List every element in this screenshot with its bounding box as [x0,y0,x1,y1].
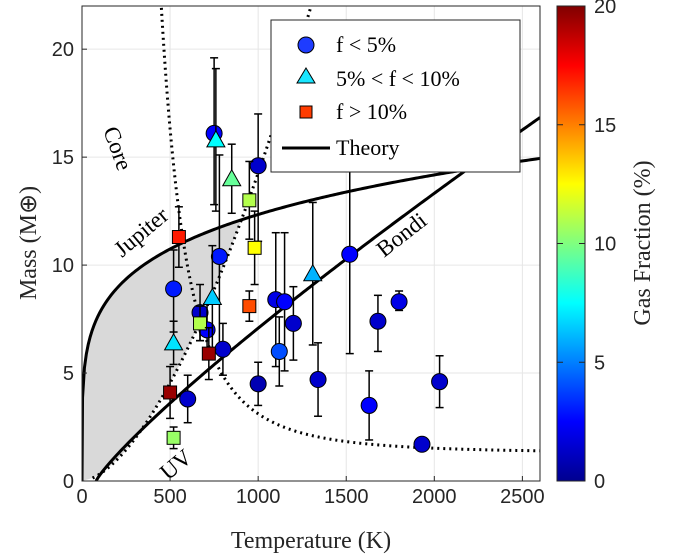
triangle-marker [163,332,184,351]
triangle-marker [202,287,223,305]
x-tick-label: 0 [76,486,87,508]
data-point-circle [413,435,431,453]
legend-label-f-5-10: 5% < f < 10% [336,66,460,91]
circle-marker [369,312,387,330]
axis-ticks: 0 500 1000 1500 2000 2500 0 5 10 15 20 [52,39,545,508]
data-point-circle [341,152,359,355]
data-point-square [193,305,208,342]
x-tick-label: 2000 [412,486,457,508]
circle-marker [249,375,267,393]
x-axis-label: Temperature (K) [231,528,391,554]
triangle-marker [206,129,226,148]
data-point-square [242,160,257,240]
data-point-square [247,210,262,286]
legend-triangle-marker [296,67,316,84]
data-points [163,57,449,453]
data-point-circle [249,361,267,407]
core-curve [159,6,540,453]
y-tick-label: 5 [63,363,74,385]
square-marker [163,385,178,400]
data-point-square [166,426,181,450]
circle-marker [214,340,232,358]
x-tick-label: 1000 [236,486,281,508]
legend-square-marker [299,105,313,119]
circle-marker [390,293,408,311]
x-tick-label: 2500 [500,486,545,508]
y-tick-label: 20 [52,39,74,61]
data-point-circle [249,113,267,243]
plot-frame [81,5,541,482]
triangle-marker [221,168,242,187]
circle-marker [270,342,288,360]
circle-marker [431,373,449,391]
y-axis-label: Mass (M⊕) [16,186,42,300]
data-point-circle [214,322,232,376]
legend-label-theory: Theory [336,135,400,160]
data-point-circle [390,290,408,312]
square-marker [247,240,262,255]
legend-circle-marker [297,36,315,54]
legend: f < 5% 5% < f < 10% f > 10% Theory [270,19,521,173]
circle-marker [276,293,294,311]
circle-marker [210,247,228,265]
data-point-triangle [163,320,184,366]
colorbar-tick-label: 15 [594,115,616,137]
data-point-triangle [302,201,323,346]
triangle-marker [302,263,323,282]
legend-label-f-lt-5: f < 5% [336,32,396,57]
square-marker [242,299,257,314]
data-point-triangle [206,67,226,212]
colorbar: 0 5 10 15 20 Gas Fraction (%) [556,0,656,493]
data-point-square [242,290,257,322]
circle-marker [360,396,378,414]
circle-marker [284,314,302,332]
y-tick-label: 15 [52,147,74,169]
annotation-uv: UV [155,444,197,485]
data-point-circle [284,285,302,361]
data-point-square [163,365,178,420]
data-point-circle [309,342,327,417]
annotation-core: Core [98,123,137,174]
circle-marker [413,435,431,453]
y-tick-label: 10 [52,255,74,277]
circle-marker [249,157,267,175]
square-marker [171,230,186,245]
data-point-circle [431,355,449,409]
square-marker [166,430,181,445]
colorbar-tick-label: 0 [594,471,605,493]
x-tick-label: 500 [153,486,186,508]
square-marker [242,193,257,208]
data-point-circle [179,374,197,424]
square-marker [193,316,208,331]
y-tick-label: 0 [63,471,74,493]
legend-label-f-gt-10: f > 10% [336,99,407,124]
colorbar-tick-label: 5 [594,352,605,374]
x-tick-label: 1500 [324,486,369,508]
data-point-square [201,326,216,381]
data-point-circle [360,370,378,441]
circle-marker [179,390,197,408]
data-point-circle [369,294,387,353]
circle-marker [341,245,359,263]
circle-marker [309,371,327,389]
data-point-circle [270,316,288,387]
circle-marker [165,280,183,298]
colorbar-label: Gas Fraction (%) [630,160,656,325]
colorbar-tick-label: 10 [594,234,616,256]
colorbar-tick-label: 20 [594,0,616,18]
data-point-triangle [221,143,242,215]
data-point-square [171,206,186,268]
square-marker [201,346,216,361]
